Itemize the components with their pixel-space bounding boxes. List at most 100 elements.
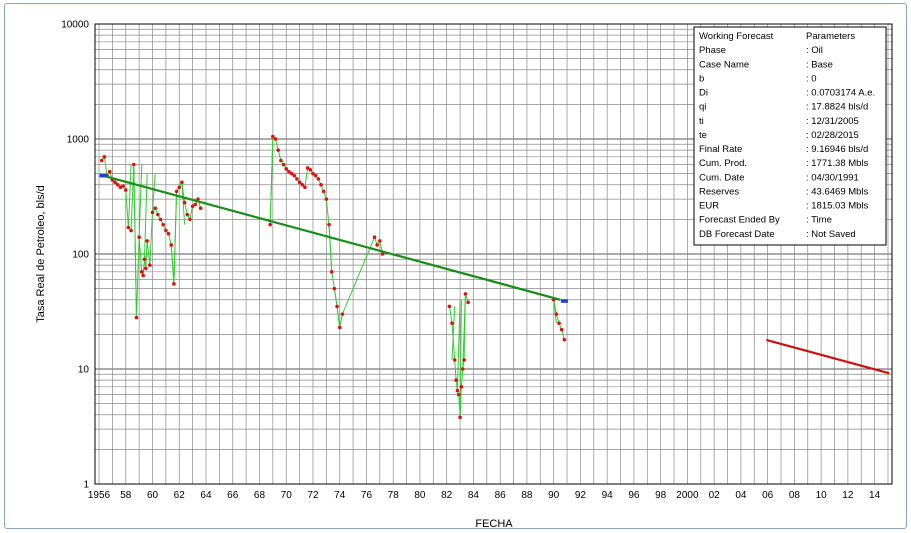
y-tick-label: 100 [72,250,89,261]
y-tick-label: 10 [78,365,90,376]
endpoint-marker [99,173,107,178]
data-point [169,243,174,247]
x-tick-label: 70 [281,490,293,501]
data-point [295,177,299,181]
x-tick-label: 02 [709,490,721,501]
y-tick-label: 1 [83,480,89,491]
data-point [196,197,200,201]
data-point [190,204,195,209]
data-point [316,177,321,181]
data-point [458,415,462,420]
x-axis-ticks: 1956 58 60 62 64 66 68 70 72 74 76 78 80 82 84 86 88 90 92… [88,490,881,501]
data-point [281,162,286,167]
data-point [287,169,291,174]
x-tick-label: 92 [575,490,587,501]
data-point [271,134,275,139]
y-tick-label: 10000 [61,20,89,31]
plot-border [94,23,893,485]
parameter-label: EUR [699,201,719,212]
actual-rate-line [101,135,565,418]
data-point [557,321,561,326]
actual-rate-segment [152,173,156,213]
x-tick-label: 64 [200,490,212,501]
actual-rate-segment [336,306,341,328]
x-tick-label: 68 [254,490,266,501]
data-point [372,235,377,239]
actual-rate-segment [462,293,466,370]
x-tick-label: 06 [762,490,774,501]
data-point [300,182,305,187]
x-tick-label: 12 [842,490,854,501]
parameter-label: Forecast Ended By [699,215,780,226]
data-point [466,300,470,305]
data-point [121,184,125,188]
data-point [303,185,307,190]
data-point [311,171,315,176]
data-point [107,169,112,174]
data-point [113,180,117,185]
data-point [305,166,310,170]
actual-rate-segment [138,164,143,238]
x-tick-label: 86 [495,490,507,501]
parameter-value: : 1771.38 Mbls [806,158,869,169]
y-axis-ticks: 1 10 100 1000 10000 [61,20,89,491]
parameter-label: Di [699,88,708,99]
data-point [150,210,155,215]
x-tick-label: 14 [869,490,881,501]
parameter-label: Reserves [699,186,739,197]
data-point [335,304,339,309]
parameter-value: : 0.0703174 A.e. [806,88,875,99]
actual-rate-segment [269,136,274,225]
data-point [324,197,329,201]
actual-rate-segment [553,299,557,324]
data-point [559,327,564,332]
data-point [450,321,454,326]
data-point [102,155,107,159]
parameter-label: te [699,130,707,141]
data-point [454,378,458,382]
data-point [158,217,163,222]
data-point [329,270,334,274]
parameter-label: qi [699,102,706,113]
data-point [554,312,559,316]
data-point [129,228,133,233]
data-point [452,358,457,362]
parameters-box-border [693,26,887,246]
x-tick-label: 76 [361,490,373,501]
actual-rate-segment [173,191,178,284]
actual-rate-segment [333,288,338,307]
x-tick-label: 78 [388,490,400,501]
data-point [156,212,160,217]
parameter-value: : Not Saved [806,229,856,240]
data-point [276,148,281,152]
x-tick-label: 80 [414,490,426,501]
x-tick-label: 10 [816,490,828,501]
x-tick-label: 1956 [88,490,111,501]
data-point [308,167,313,172]
data-point [562,337,567,342]
data-point [332,286,337,291]
data-point [153,206,157,211]
data-point [284,167,289,171]
endpoint-marker [560,299,568,303]
actual-rate-segment [459,299,462,418]
y-tick-label: 1000 [67,135,90,146]
x-tick-label: 88 [521,490,533,501]
data-point [380,252,385,256]
data-point [297,180,302,185]
x-tick-label: 66 [227,490,239,501]
data-point [327,222,331,227]
parameter-value: : 0 [806,73,817,84]
parameter-label: Phase [699,45,726,56]
data-point [337,325,342,330]
data-point [118,185,123,190]
parameter-value: : 04/30/1991 [806,172,859,183]
x-tick-label: 58 [120,490,132,501]
x-tick-label: 98 [655,490,667,501]
parameter-value: : 1815.03 Mbls [806,201,869,212]
x-tick-label: 96 [628,490,640,501]
x-tick-label: 04 [735,490,747,501]
x-tick-label: 84 [468,490,480,501]
data-point [134,315,139,320]
parameter-value: : Base [806,59,833,70]
